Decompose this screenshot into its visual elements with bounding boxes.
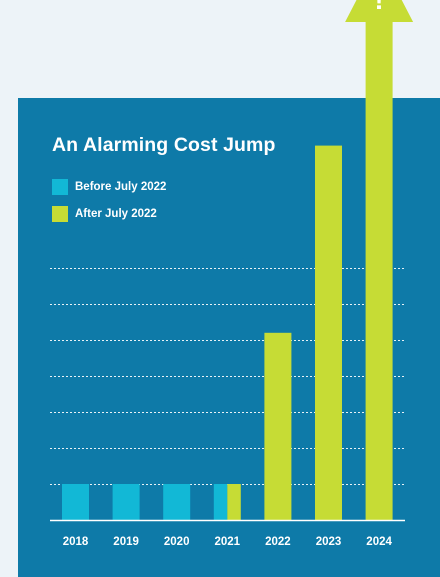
bar-2021-before: [213, 484, 228, 520]
legend-label-after: After July 2022: [75, 208, 157, 220]
legend-label-before: Before July 2022: [75, 181, 167, 193]
bar-2019: [112, 484, 140, 520]
x-tick-label-2022: 2022: [265, 536, 291, 548]
bar-2024-alert-arrow: [345, 0, 414, 520]
legend-item-after: After July 2022: [52, 206, 157, 222]
bar-2022: [264, 332, 292, 520]
x-tick-label-2019: 2019: [113, 536, 139, 548]
bar-2023: [315, 145, 342, 520]
x-tick-label-2020: 2020: [164, 536, 190, 548]
legend-item-before: Before July 2022: [52, 179, 166, 195]
x-tick-label-2018: 2018: [63, 536, 89, 548]
x-tick-label-2021: 2021: [215, 536, 241, 548]
bar-2020: [163, 484, 191, 520]
bar-2018: [62, 484, 89, 520]
chart-title: An Alarming Cost Jump: [52, 134, 276, 156]
legend-swatch-before: [52, 179, 68, 195]
x-tick-label-2024: 2024: [366, 536, 392, 548]
alert-icon: !: [374, 0, 383, 15]
legend-swatch-after: [52, 206, 68, 222]
bar-2021-after: [227, 484, 241, 520]
x-tick-label-2023: 2023: [316, 536, 342, 548]
